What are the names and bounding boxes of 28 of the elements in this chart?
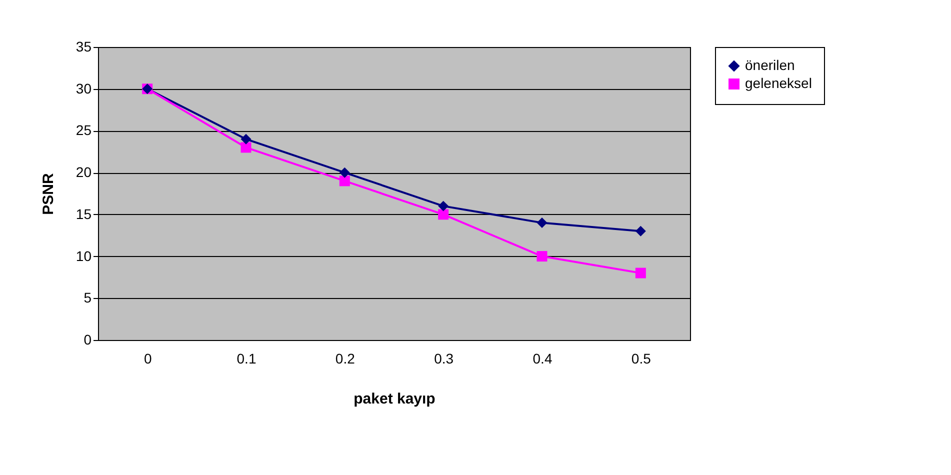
y-tick-label: 25 [76,122,92,138]
point [339,167,350,178]
y-tick-label: 30 [76,80,92,96]
y-tick-label: 5 [84,290,92,306]
y-tick-label: 10 [76,248,92,264]
x-tick-label: 0.3 [434,350,454,366]
point [339,176,350,186]
x-tick-label: 0.5 [631,350,652,366]
x-axis-title: paket kayıp [354,390,436,408]
point [438,200,449,212]
legend-label: önerilen [745,57,795,73]
y-tick-label: 35 [76,38,92,54]
point [536,251,548,262]
point [635,268,646,278]
y-axis-title: PSNR [40,173,57,215]
x-tick-label: 0.1 [236,350,256,366]
y-tick-label: 20 [76,164,92,180]
point [438,209,449,220]
legend-label: geleneksel [745,75,812,91]
x-tick-label: 0.4 [532,350,552,366]
x-tick-label: 0 [144,350,152,366]
point [635,226,646,236]
point [240,142,252,153]
y-tick-label: 15 [76,206,92,222]
x-tick-label: 0.2 [335,350,356,366]
y-tick-label: 0 [84,332,92,348]
point [536,218,548,228]
point [240,134,252,144]
